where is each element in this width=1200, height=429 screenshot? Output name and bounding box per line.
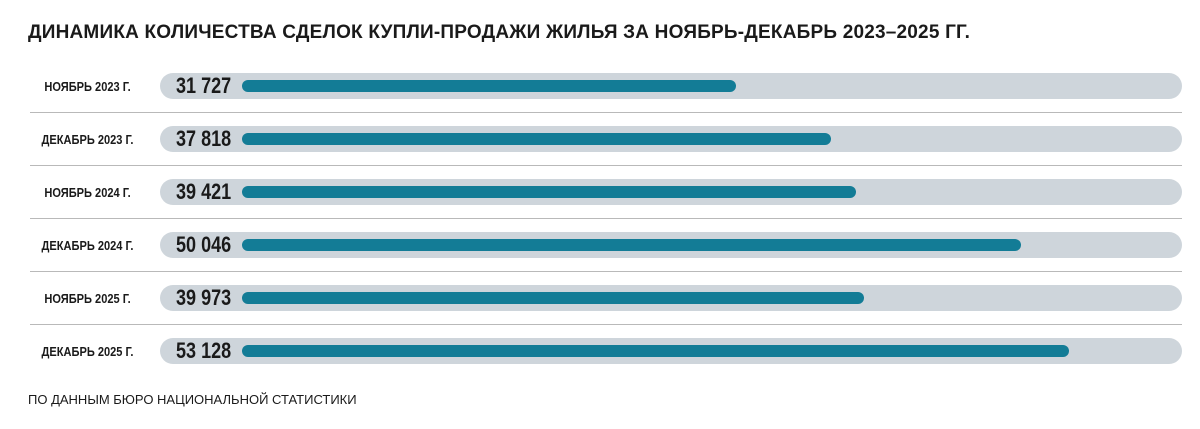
bar-row: ДЕКАБРЬ 2025 Г. 53 128 (0, 325, 1200, 378)
category-label: ДЕКАБРЬ 2025 Г. (41, 344, 134, 359)
bar-row: ДЕКАБРЬ 2024 Г. 50 046 (0, 219, 1200, 272)
row-divider (30, 271, 1182, 272)
value-label: 39 421 (176, 179, 232, 204)
value-label: 53 128 (176, 338, 232, 363)
bar (242, 345, 1069, 357)
value-label: 50 046 (176, 232, 232, 257)
bar (242, 133, 831, 145)
row-divider (30, 165, 1182, 166)
bar-row: НОЯБРЬ 2024 Г. 39 421 (0, 166, 1200, 219)
chart-title: ДИНАМИКА КОЛИЧЕСТВА СДЕЛОК КУПЛИ-ПРОДАЖИ… (28, 22, 971, 43)
category-label: НОЯБРЬ 2025 Г. (44, 291, 131, 306)
value-label: 31 727 (176, 73, 232, 98)
category-label: ДЕКАБРЬ 2024 Г. (41, 238, 134, 253)
category-label: НОЯБРЬ 2023 Г. (44, 79, 131, 94)
source-note: ПО ДАННЫМ БЮРО НАЦИОНАЛЬНОЙ СТАТИСТИКИ (28, 392, 357, 407)
row-divider (30, 218, 1182, 219)
bar (242, 292, 865, 304)
bar (242, 80, 736, 92)
row-divider (30, 112, 1182, 113)
value-label: 39 973 (176, 285, 232, 310)
bar-chart: НОЯБРЬ 2023 Г. 31 727 ДЕКАБРЬ 2023 Г. 37 81… (0, 60, 1200, 378)
bar (242, 239, 1022, 251)
bar-row: ДЕКАБРЬ 2023 Г. 37 818 (0, 113, 1200, 166)
bar-row: НОЯБРЬ 2025 Г. 39 973 (0, 272, 1200, 325)
bar (242, 186, 856, 198)
category-label: НОЯБРЬ 2024 Г. (44, 185, 131, 200)
category-label: ДЕКАБРЬ 2023 Г. (41, 132, 134, 147)
value-label: 37 818 (176, 126, 232, 151)
row-divider (30, 324, 1182, 325)
bar-row: НОЯБРЬ 2023 Г. 31 727 (0, 60, 1200, 113)
